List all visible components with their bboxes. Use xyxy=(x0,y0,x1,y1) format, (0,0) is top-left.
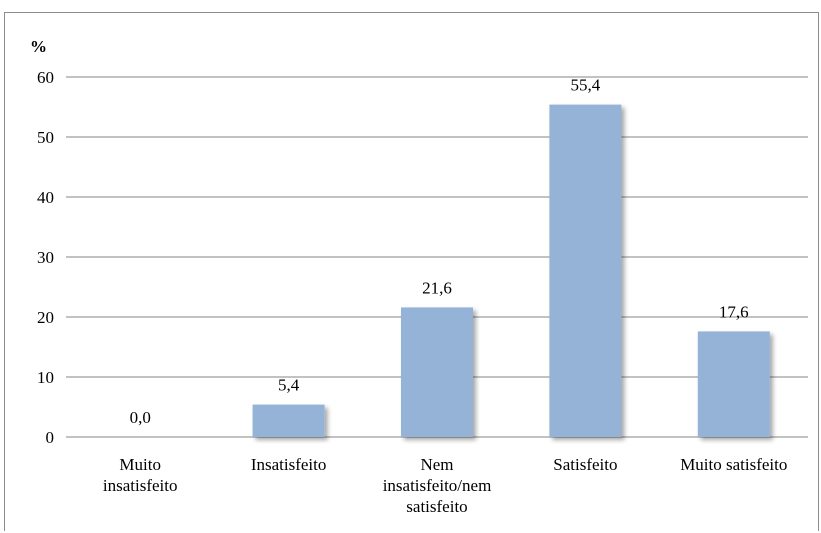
y-tick-label: 20 xyxy=(37,308,54,327)
bar xyxy=(401,307,473,437)
category-label-line: satisfeito xyxy=(406,497,467,516)
bar xyxy=(549,104,622,437)
y-tick-label: 10 xyxy=(37,368,54,387)
category-label-line: Muito satisfeito xyxy=(680,455,787,474)
y-tick-label: 40 xyxy=(37,188,54,207)
category-label: Insatisfeito xyxy=(251,455,327,474)
category-label: Nem insatisfeito/nem satisfeito xyxy=(383,455,492,516)
category-label: Satisfeito xyxy=(553,455,617,474)
category-label-line: insatisfeito xyxy=(103,476,178,495)
bars xyxy=(252,104,770,437)
chart-frame xyxy=(4,12,819,531)
category-label: Muito insatisfeito xyxy=(103,455,178,495)
data-label: 5,4 xyxy=(278,376,300,395)
data-label: 21,6 xyxy=(422,278,452,297)
data-labels: 0,0 5,4 21,6 55,4 17,6 xyxy=(130,76,749,427)
data-label: 0,0 xyxy=(130,408,151,427)
x-axis-category-labels: Muito insatisfeito Insatisfeito Nem insatisf… xyxy=(103,455,788,516)
category-label-line: Insatisfeito xyxy=(251,455,327,474)
category-label: Muito satisfeito xyxy=(680,455,787,474)
category-label-line: Nem xyxy=(420,455,453,474)
category-label-line: insatisfeito/nem xyxy=(383,476,492,495)
bar xyxy=(252,404,325,437)
y-tick-label: 0 xyxy=(46,428,55,447)
y-axis-unit-label: % xyxy=(30,37,47,56)
y-tick-label: 50 xyxy=(37,128,54,147)
y-axis-tick-labels: 0 10 20 30 40 50 60 xyxy=(37,68,54,447)
category-label-line: Satisfeito xyxy=(553,455,617,474)
category-label-line: Muito xyxy=(119,455,161,474)
y-tick-label: 30 xyxy=(37,248,54,267)
data-label: 55,4 xyxy=(571,76,601,95)
y-tick-label: 60 xyxy=(37,68,54,87)
data-label: 17,6 xyxy=(719,302,749,321)
bar xyxy=(697,331,770,437)
